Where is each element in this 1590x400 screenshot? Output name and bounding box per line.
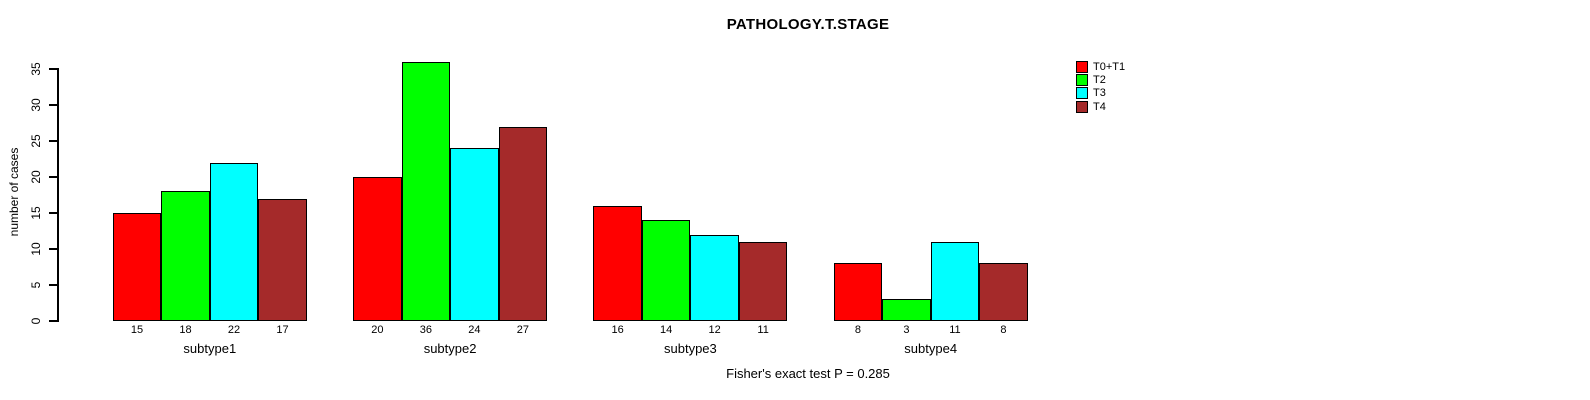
bar [161, 191, 210, 321]
legend-label: T0+T1 [1093, 60, 1126, 73]
bar-value-label: 11 [757, 324, 769, 336]
bar [690, 234, 739, 321]
y-axis-label: number of cases [7, 147, 21, 237]
bar [738, 241, 788, 321]
bar [498, 126, 548, 321]
y-tick-label: 20 [29, 170, 43, 184]
bar-value-label: 27 [516, 324, 529, 336]
y-tick-label: 5 [29, 281, 43, 289]
bar-value-label: 22 [227, 324, 241, 336]
y-axis-line [57, 68, 59, 322]
category-label: subtype3 [664, 341, 717, 356]
y-tick-label: 30 [29, 98, 43, 112]
legend-swatch [1076, 74, 1088, 87]
bar-value-label: 11 [949, 324, 961, 336]
y-tick-mark [49, 104, 58, 106]
bar-value-label: 8 [1000, 324, 1007, 336]
y-tick-label: 25 [29, 134, 43, 148]
bar-value-label: 16 [611, 324, 624, 336]
legend-swatch [1076, 60, 1088, 73]
y-tick-mark [49, 284, 58, 286]
bar-value-label: 12 [708, 324, 721, 336]
category-label: subtype1 [183, 341, 237, 356]
y-tick-mark [49, 212, 58, 214]
legend-label: T4 [1093, 100, 1106, 113]
y-tick-mark [49, 68, 58, 70]
bar-value-label: 36 [419, 324, 432, 336]
bar [930, 241, 980, 321]
bar-value-label: 17 [276, 324, 289, 336]
legend-swatch [1076, 100, 1088, 113]
category-label: subtype2 [423, 341, 477, 356]
bar-value-label: 15 [130, 324, 144, 336]
y-tick-label: 35 [29, 62, 43, 76]
y-tick-label: 10 [29, 242, 43, 256]
y-tick-mark [49, 140, 58, 142]
bar-value-label: 18 [179, 324, 192, 336]
y-tick-mark [49, 320, 58, 322]
bar [641, 220, 691, 321]
bar [112, 213, 162, 321]
bar-value-label: 3 [903, 324, 910, 336]
legend-item: T2 [1076, 73, 1125, 87]
bar [401, 61, 451, 321]
legend-item: T4 [1076, 100, 1125, 113]
bar [209, 162, 259, 321]
legend: T0+T1 T2 T3 T4 [1076, 60, 1125, 114]
bar-value-label: 20 [371, 324, 384, 336]
y-tick-mark [49, 248, 58, 250]
legend-label: T2 [1093, 74, 1106, 87]
y-tick-label: 15 [29, 206, 43, 220]
bar [450, 148, 499, 321]
bar [353, 177, 402, 321]
legend-swatch [1076, 87, 1088, 100]
bar [882, 299, 931, 321]
bar [593, 205, 642, 321]
legend-label: T3 [1093, 87, 1106, 100]
legend-item: T0+T1 [1076, 60, 1125, 73]
legend-item: T3 [1076, 87, 1125, 100]
bar-value-label: 8 [854, 324, 861, 336]
y-tick-label: 0 [29, 317, 43, 325]
bar-value-label: 14 [660, 324, 673, 336]
y-tick-mark [49, 176, 58, 178]
bar [979, 263, 1028, 321]
category-label: subtype4 [904, 341, 958, 356]
bar-value-label: 24 [468, 324, 481, 336]
bar [833, 263, 883, 321]
stat-test-note: Fisher's exact test P = 0.285 [726, 366, 890, 381]
chart-title: PATHOLOGY.T.STAGE [726, 16, 890, 33]
bar [258, 198, 307, 321]
